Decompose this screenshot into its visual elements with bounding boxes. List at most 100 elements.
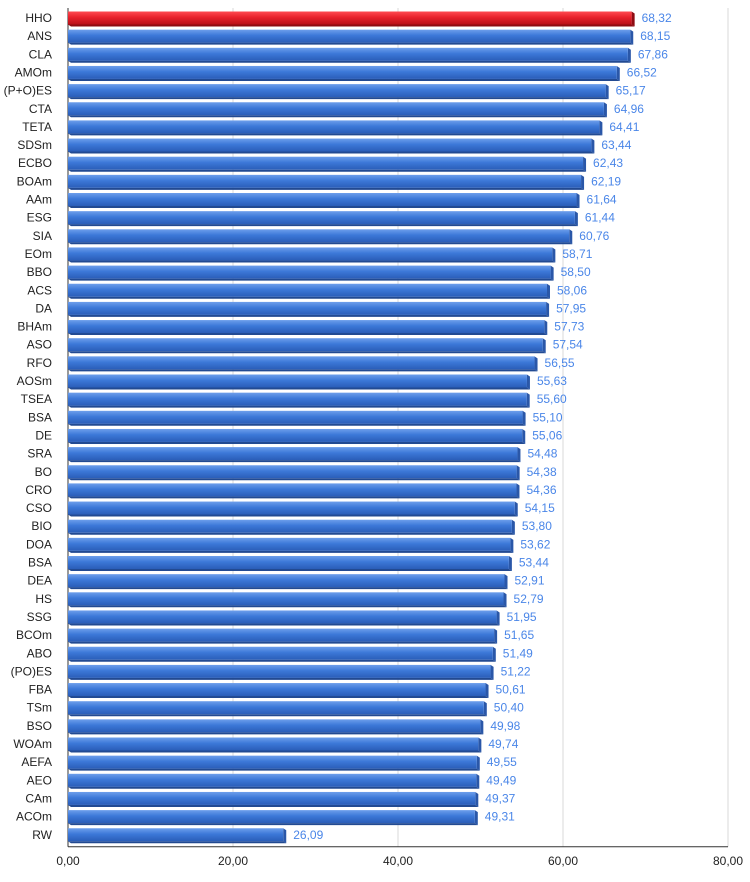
bar xyxy=(68,737,479,751)
bar-side xyxy=(522,410,526,426)
bar-bottom xyxy=(68,677,494,680)
bar-side xyxy=(544,320,548,336)
category-label: HHO xyxy=(25,11,52,25)
bar-bottom xyxy=(68,24,635,27)
bar-bottom xyxy=(68,405,530,408)
bar-side xyxy=(603,102,607,118)
category-label: BOAm xyxy=(17,174,52,188)
x-tick-label: 80,00 xyxy=(713,854,743,868)
category-label: BIO xyxy=(31,519,52,533)
bar xyxy=(68,47,628,61)
data-label: 56,55 xyxy=(545,356,575,370)
bar-group xyxy=(68,773,480,789)
bar-bottom xyxy=(68,260,556,263)
bar-bottom xyxy=(68,314,550,317)
bar-bottom xyxy=(68,60,631,63)
bar-group xyxy=(68,646,496,662)
bar-side xyxy=(631,11,635,27)
bar xyxy=(68,320,545,334)
bar-side xyxy=(476,755,480,771)
bar-bottom xyxy=(68,550,514,553)
bar-side xyxy=(516,483,520,499)
category-label: DE xyxy=(35,428,52,442)
bar-group xyxy=(68,65,620,81)
bar-bottom xyxy=(68,78,620,81)
category-label: TETA xyxy=(22,120,52,134)
bar-group xyxy=(68,229,573,245)
x-tick-labels: 0,00 20,00 40,00 60,00 80,00 xyxy=(56,854,743,868)
bar-group xyxy=(68,211,578,227)
bar-side xyxy=(583,156,587,172)
data-label: 64,96 xyxy=(614,102,644,116)
bar-group xyxy=(68,683,489,699)
bar-group xyxy=(68,810,478,826)
category-label: AEFA xyxy=(21,755,52,769)
bar-group xyxy=(68,537,514,553)
bar-bottom xyxy=(68,587,508,590)
category-label: ASO xyxy=(27,338,52,352)
bar-side xyxy=(599,120,603,136)
bar-side xyxy=(478,737,482,753)
bar-bottom xyxy=(68,224,578,227)
category-label: TSm xyxy=(27,701,52,715)
bar-bottom xyxy=(68,187,585,190)
bar xyxy=(68,574,505,588)
bar-bottom xyxy=(68,841,287,844)
data-label: 54,36 xyxy=(526,483,556,497)
category-label: ACS xyxy=(27,283,52,297)
data-label: 50,40 xyxy=(494,701,524,715)
bar xyxy=(68,374,527,388)
bar-bottom xyxy=(68,333,548,336)
bar-group xyxy=(68,392,530,408)
bar-group xyxy=(68,447,521,463)
data-label: 49,49 xyxy=(486,773,516,787)
x-tick-label: 40,00 xyxy=(383,854,413,868)
bar-bottom xyxy=(68,169,587,172)
data-label: 51,65 xyxy=(504,628,534,642)
bar-group xyxy=(68,338,546,354)
bar-bottom xyxy=(68,97,609,100)
data-label: 57,73 xyxy=(554,320,584,334)
bar-group xyxy=(68,156,587,172)
data-label: 54,48 xyxy=(527,447,557,461)
data-label: 57,54 xyxy=(553,338,583,352)
category-label: ESG xyxy=(27,211,52,225)
data-label: 68,15 xyxy=(640,29,670,43)
bar-side xyxy=(542,338,546,354)
category-label: (P+O)ES xyxy=(4,84,52,98)
bar-bottom xyxy=(68,133,603,136)
category-label: BSO xyxy=(27,719,52,733)
bar-group xyxy=(68,483,520,499)
bar-group xyxy=(68,11,635,27)
data-label: 55,60 xyxy=(537,392,567,406)
data-label: 57,95 xyxy=(556,301,586,315)
data-label: 49,74 xyxy=(488,737,518,751)
bar-bottom xyxy=(68,714,487,717)
category-label: CSO xyxy=(26,501,52,515)
bar-bottom xyxy=(68,369,538,372)
data-label: 55,06 xyxy=(532,428,562,442)
category-label: CLA xyxy=(29,47,52,61)
bar-bottom xyxy=(68,514,518,517)
data-label: 55,10 xyxy=(533,410,563,424)
bar-bottom xyxy=(68,804,479,807)
bar-bottom xyxy=(68,387,530,390)
bar xyxy=(68,29,631,43)
data-label: 52,79 xyxy=(514,592,544,606)
bar-group xyxy=(68,664,494,680)
bar-bottom xyxy=(68,206,580,208)
data-label: 26,09 xyxy=(293,828,323,842)
bar-group xyxy=(68,755,480,771)
category-label: SIA xyxy=(33,229,52,243)
bar-group xyxy=(68,610,500,626)
bar xyxy=(68,537,511,551)
data-label: 55,63 xyxy=(537,374,567,388)
bar-side xyxy=(492,646,496,662)
bar-side xyxy=(496,610,500,626)
bars xyxy=(68,11,635,844)
bar-group xyxy=(68,828,287,844)
category-label: FBA xyxy=(29,683,52,697)
bar-side xyxy=(550,265,554,281)
bar-side xyxy=(576,193,580,208)
bar xyxy=(68,301,547,315)
